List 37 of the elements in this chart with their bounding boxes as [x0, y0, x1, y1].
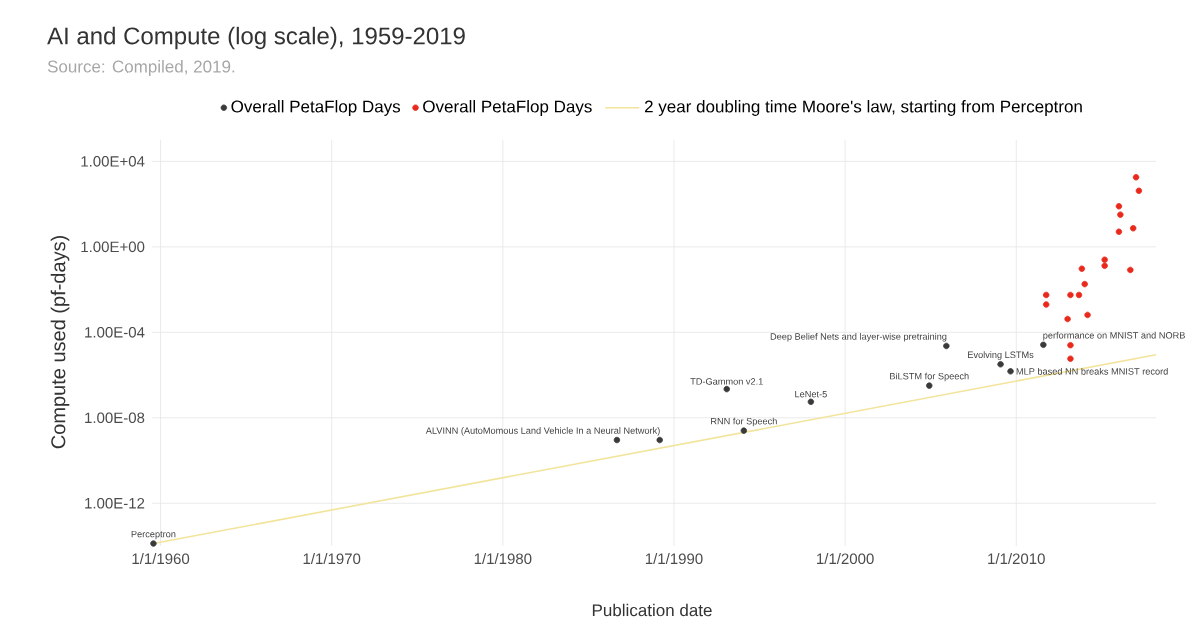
y-axis-title: Compute used (pf-days) — [50, 236, 70, 449]
point — [1075, 291, 1083, 299]
legend-label: 2 year doubling time Moore's law, starting from Perceptron — [644, 100, 1082, 116]
legend-label: Overall PetaFlop Days — [231, 100, 401, 116]
point — [1067, 291, 1074, 299]
point — [723, 385, 730, 393]
point — [1007, 368, 1014, 375]
point — [1078, 265, 1086, 272]
point — [1115, 228, 1123, 235]
point — [1084, 311, 1091, 319]
point — [1081, 280, 1088, 288]
point — [1101, 256, 1108, 263]
point — [1135, 187, 1143, 194]
chart-title: AI and Compute (log scale), 1959-2019 — [47, 26, 465, 50]
point — [1067, 341, 1074, 349]
point — [1117, 211, 1124, 218]
point — [656, 436, 663, 444]
point — [1101, 262, 1108, 269]
point — [740, 427, 748, 434]
point — [1129, 225, 1137, 232]
point — [1043, 301, 1050, 308]
point — [613, 436, 621, 444]
point — [926, 382, 933, 389]
point — [807, 398, 815, 406]
point — [1115, 203, 1123, 210]
point — [1043, 291, 1050, 299]
point — [997, 361, 1004, 368]
point — [1132, 174, 1140, 181]
point — [1067, 355, 1074, 362]
legend-label: Overall PetaFlop Days — [423, 100, 592, 116]
source-note: Source: Compiled, 2019. — [47, 60, 235, 76]
point — [1127, 266, 1134, 274]
x-axis-title: Publication date — [592, 603, 712, 617]
point — [1064, 315, 1071, 323]
point — [943, 342, 950, 350]
point — [150, 540, 157, 547]
point — [1040, 341, 1047, 349]
